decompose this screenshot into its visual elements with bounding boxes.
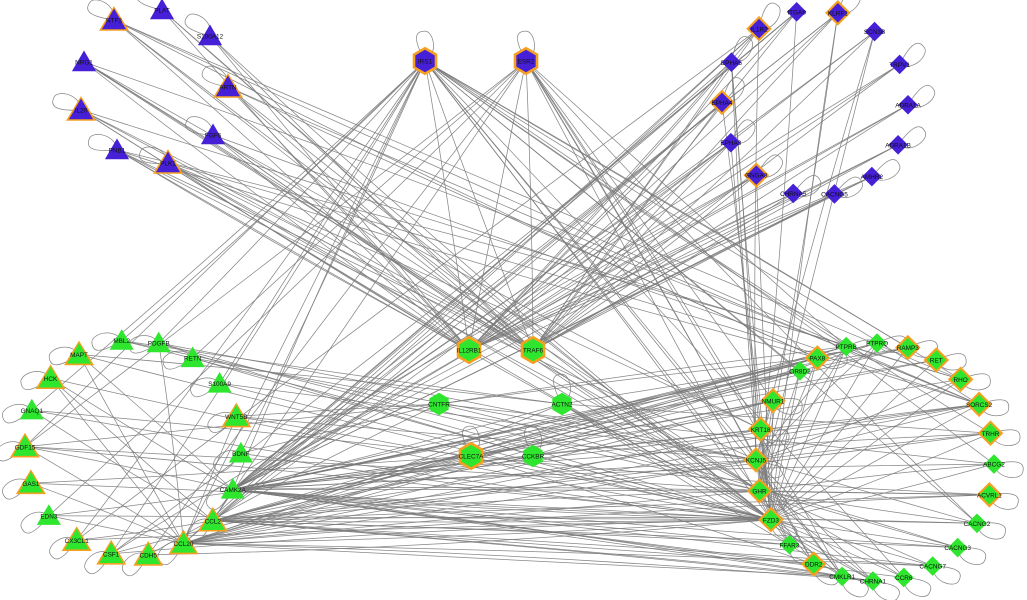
svg-text:HCK: HCK bbox=[44, 376, 58, 383]
svg-text:GNGA3: GNGA3 bbox=[745, 173, 768, 180]
svg-text:KRT18: KRT18 bbox=[751, 427, 771, 434]
svg-text:CMKLR1: CMKLR1 bbox=[829, 574, 855, 581]
svg-text:PLAT: PLAT bbox=[154, 8, 170, 15]
svg-text:PTPRQ: PTPRQ bbox=[866, 341, 888, 348]
svg-text:TRAF6: TRAF6 bbox=[523, 348, 544, 355]
svg-text:NMUR1: NMUR1 bbox=[762, 398, 785, 405]
svg-text:SCN3B: SCN3B bbox=[864, 29, 885, 36]
svg-text:CAMK2A: CAMK2A bbox=[220, 487, 247, 494]
svg-text:CX3CL1: CX3CL1 bbox=[65, 538, 90, 545]
svg-text:OR8D2: OR8D2 bbox=[789, 369, 811, 376]
svg-text:ABCG2: ABCG2 bbox=[983, 462, 1005, 469]
svg-text:WNT5B: WNT5B bbox=[225, 414, 247, 421]
svg-text:RHO: RHO bbox=[953, 377, 967, 384]
svg-text:EDN3: EDN3 bbox=[40, 513, 57, 520]
svg-text:TRHR: TRHR bbox=[982, 431, 1000, 438]
svg-text:ADRA1B: ADRA1B bbox=[885, 142, 911, 149]
svg-text:CNTFR: CNTFR bbox=[428, 402, 450, 409]
svg-text:CHRNA1: CHRNA1 bbox=[860, 579, 887, 586]
svg-text:CLEC7A: CLEC7A bbox=[459, 454, 485, 461]
svg-text:IL1R2: IL1R2 bbox=[750, 26, 767, 33]
svg-text:PTPRB: PTPRB bbox=[836, 344, 857, 351]
svg-text:FZD3: FZD3 bbox=[763, 517, 779, 524]
svg-text:PDGFB: PDGFB bbox=[148, 341, 170, 348]
svg-text:CCKBR: CCKBR bbox=[522, 454, 545, 461]
svg-text:MBL2: MBL2 bbox=[113, 338, 130, 345]
svg-text:PLK1: PLK1 bbox=[160, 161, 176, 168]
svg-text:GHR: GHR bbox=[752, 488, 767, 495]
svg-text:ITGA8: ITGA8 bbox=[787, 9, 806, 16]
svg-text:FFAR3: FFAR3 bbox=[779, 542, 799, 549]
svg-text:IRS1: IRS1 bbox=[418, 59, 433, 66]
svg-text:CHRNA5: CHRNA5 bbox=[780, 191, 807, 198]
svg-text:GAS1: GAS1 bbox=[22, 481, 39, 488]
svg-text:ARTN: ARTN bbox=[219, 85, 237, 92]
svg-text:MAPT: MAPT bbox=[70, 352, 88, 359]
svg-text:GDF15: GDF15 bbox=[15, 444, 36, 451]
svg-text:ACVRL1: ACVRL1 bbox=[977, 492, 1002, 499]
svg-text:NRG1: NRG1 bbox=[75, 60, 93, 67]
svg-text:CCL20: CCL20 bbox=[174, 541, 194, 548]
svg-text:CACNG5: CACNG5 bbox=[821, 192, 848, 199]
svg-text:IL12RB1: IL12RB1 bbox=[457, 348, 482, 355]
svg-text:CSF1: CSF1 bbox=[103, 551, 120, 558]
svg-text:RAMP3: RAMP3 bbox=[897, 345, 919, 352]
svg-text:AMHR2: AMHR2 bbox=[861, 174, 884, 181]
svg-text:ESR2: ESR2 bbox=[518, 59, 535, 66]
svg-text:NTF3: NTF3 bbox=[106, 18, 122, 25]
svg-text:EPHA5: EPHA5 bbox=[721, 60, 742, 67]
svg-text:KCNJ5: KCNJ5 bbox=[746, 458, 767, 465]
svg-text:ACTN2: ACTN2 bbox=[552, 402, 573, 409]
svg-text:IL20: IL20 bbox=[75, 108, 88, 115]
svg-text:KLRF1: KLRF1 bbox=[828, 10, 848, 17]
svg-text:CACNG3: CACNG3 bbox=[944, 545, 971, 552]
svg-text:CCR6: CCR6 bbox=[895, 575, 913, 582]
svg-text:CCL2: CCL2 bbox=[205, 518, 222, 525]
svg-text:RETN: RETN bbox=[184, 356, 202, 363]
svg-text:RET: RET bbox=[930, 358, 943, 365]
svg-text:CACNG2: CACNG2 bbox=[964, 521, 991, 528]
svg-text:SORCS2: SORCS2 bbox=[966, 402, 993, 409]
svg-text:EPHA3: EPHA3 bbox=[720, 140, 741, 147]
svg-text:FGF6: FGF6 bbox=[205, 133, 222, 140]
svg-text:EPHA4: EPHA4 bbox=[712, 100, 733, 107]
svg-text:CACNG7: CACNG7 bbox=[919, 564, 946, 571]
svg-text:ADRA1A: ADRA1A bbox=[895, 102, 921, 109]
svg-text:DDR2: DDR2 bbox=[805, 562, 823, 569]
svg-text:CDH5: CDH5 bbox=[140, 553, 158, 560]
svg-text:GNAQ1: GNAQ1 bbox=[21, 408, 44, 415]
svg-text:PAX8: PAX8 bbox=[809, 356, 825, 363]
svg-text:PNB1: PNB1 bbox=[109, 148, 126, 155]
svg-text:S100A9: S100A9 bbox=[208, 381, 231, 388]
svg-text:S100A12: S100A12 bbox=[197, 34, 224, 41]
svg-text:BDNF: BDNF bbox=[232, 451, 249, 458]
svg-text:TRPV1: TRPV1 bbox=[889, 62, 910, 69]
